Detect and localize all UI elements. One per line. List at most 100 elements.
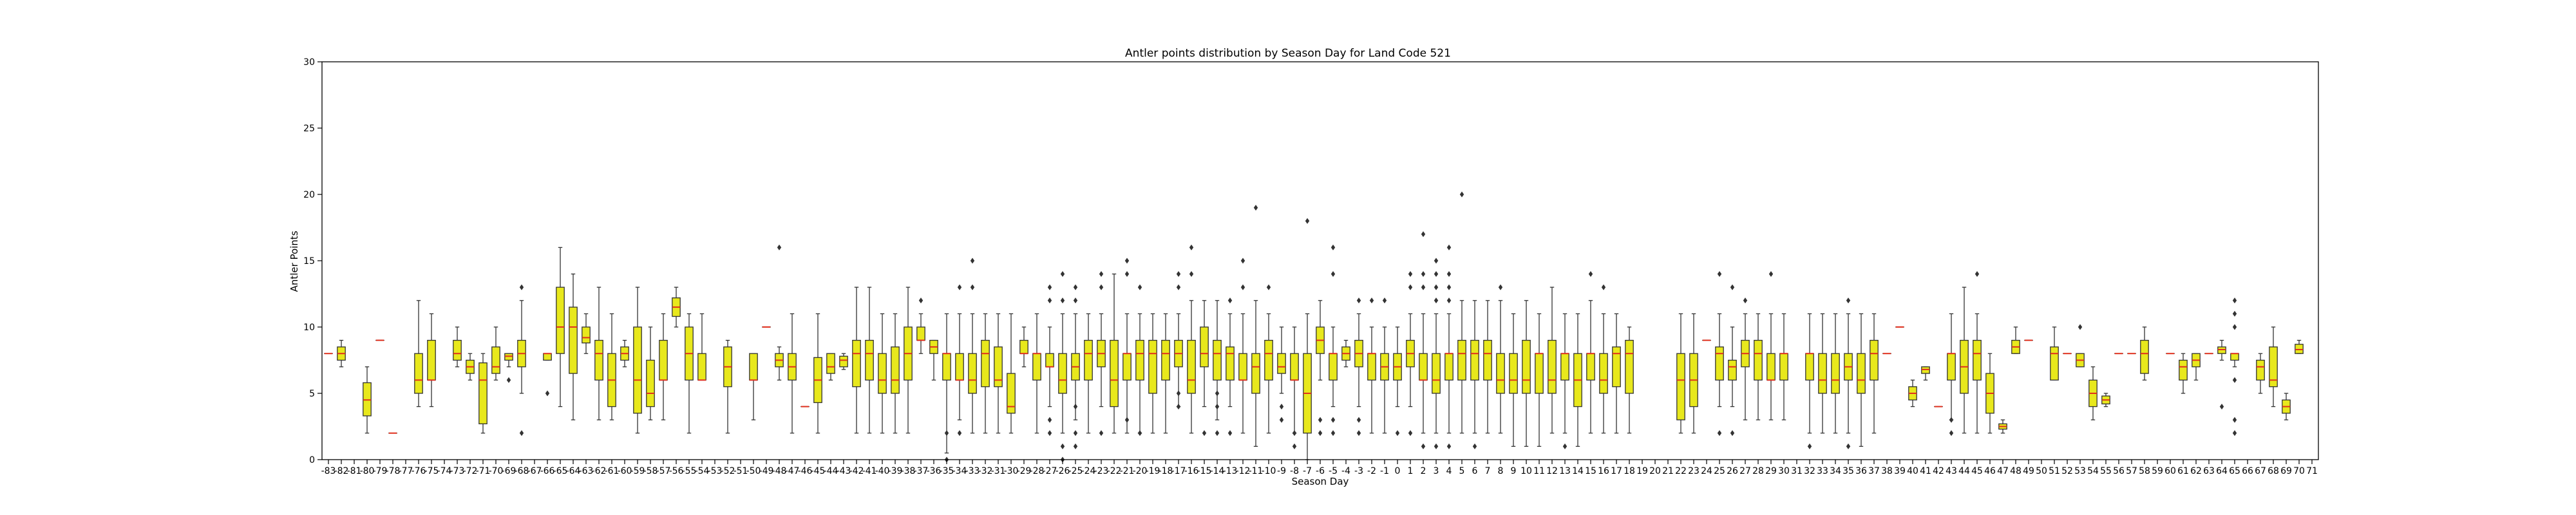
x-tick-label: 6	[1472, 466, 1478, 476]
box	[1457, 339, 1466, 381]
box	[981, 339, 990, 388]
box-group	[1509, 313, 1518, 447]
x-tick-label: 9	[1511, 466, 1517, 476]
box	[1161, 339, 1170, 381]
x-tick-label: -5	[1329, 466, 1338, 476]
outlier-point	[1446, 271, 1452, 277]
outlier-point	[519, 284, 524, 290]
box-group	[968, 258, 977, 434]
box-group	[1019, 326, 1028, 368]
box-group	[2256, 353, 2265, 394]
x-tick-label: 34	[1830, 466, 1841, 476]
box	[1213, 339, 1222, 381]
box-group	[337, 339, 346, 368]
x-tick-label: 51	[2049, 466, 2060, 476]
x-tick-label: 69	[2280, 466, 2292, 476]
box	[414, 353, 423, 394]
box	[2050, 346, 2059, 381]
outlier-point	[1768, 271, 1774, 277]
box-group	[865, 286, 874, 434]
box	[1766, 353, 1776, 381]
box-group	[775, 244, 784, 381]
box-group	[2101, 393, 2110, 407]
x-tick-label: 27	[1739, 466, 1751, 476]
box-group	[904, 286, 913, 434]
box	[543, 353, 552, 361]
x-tick-label: 64	[2216, 466, 2228, 476]
box-group	[672, 286, 681, 328]
x-tick-label: 8	[1498, 466, 1504, 476]
box-group	[1586, 271, 1595, 434]
outlier-point	[1588, 271, 1593, 277]
x-tick-label: 18	[1624, 466, 1635, 476]
outlier-point	[1099, 430, 1104, 436]
box-group	[2192, 353, 2201, 381]
outlier-point	[1073, 297, 1078, 304]
x-tick-label: -6	[1316, 466, 1325, 476]
box	[839, 355, 848, 368]
box	[1831, 353, 1840, 394]
x-tick-label: -28	[1030, 466, 1045, 476]
x-tick-label: 43	[1946, 466, 1957, 476]
box-group	[1676, 313, 1685, 434]
box-group	[1754, 313, 1763, 420]
x-tick-label: -73	[450, 466, 465, 476]
box-group	[2295, 339, 2304, 354]
y-tick-label: 15	[303, 256, 315, 267]
outlier-point	[1279, 404, 1284, 410]
box	[1599, 353, 1608, 394]
x-tick-label: 33	[1817, 466, 1828, 476]
x-tick-label: -71	[476, 466, 491, 476]
x-tick-label: 37	[1868, 466, 1880, 476]
box-group	[2282, 393, 2291, 420]
box	[968, 353, 977, 394]
x-tick-label: -15	[1197, 466, 1212, 476]
x-tick-label: 63	[2203, 466, 2215, 476]
outlier-point	[2078, 324, 2083, 330]
box-group	[1483, 300, 1492, 434]
outlier-point	[1807, 443, 1812, 449]
box	[1277, 353, 1286, 374]
box-group	[363, 366, 372, 434]
box	[2295, 344, 2304, 354]
box	[865, 339, 874, 381]
box-group	[478, 353, 488, 434]
outlier-point	[1202, 430, 1207, 436]
outlier-point	[2232, 297, 2237, 304]
box	[1045, 353, 1054, 368]
x-tick-label: 56	[2113, 466, 2125, 476]
outlier-point	[1395, 430, 1400, 436]
box	[1754, 339, 1763, 381]
outlier-point	[918, 297, 923, 304]
box	[878, 353, 887, 394]
outlier-point	[1073, 430, 1078, 436]
box	[749, 353, 758, 381]
x-tick-label: -26	[1056, 466, 1070, 476]
outlier-point	[1331, 430, 1336, 436]
box-group	[594, 286, 603, 420]
box-group	[620, 339, 629, 368]
x-tick-label: 3	[1434, 466, 1439, 476]
box	[1921, 366, 1930, 374]
x-tick-label: -24	[1081, 466, 1096, 476]
box	[994, 346, 1003, 388]
box-group	[891, 313, 900, 434]
x-tick-label: 58	[2139, 466, 2150, 476]
x-tick-label: 55	[2100, 466, 2112, 476]
box	[697, 353, 706, 381]
outlier-point	[1279, 417, 1284, 423]
x-tick-label: -51	[734, 466, 748, 476]
box-group	[1599, 284, 1608, 434]
outlier-point	[1227, 430, 1233, 436]
box-group	[2217, 339, 2226, 410]
box	[826, 353, 835, 374]
x-tick-label: 42	[1933, 466, 1944, 476]
box-group	[1908, 379, 1917, 407]
x-tick-label: -47	[785, 466, 800, 476]
box-group	[1251, 205, 1260, 447]
x-tick-label: 36	[1855, 466, 1867, 476]
outlier-point	[970, 284, 975, 290]
box	[1329, 353, 1338, 381]
box	[1007, 373, 1016, 414]
x-tick-label: 13	[1559, 466, 1571, 476]
